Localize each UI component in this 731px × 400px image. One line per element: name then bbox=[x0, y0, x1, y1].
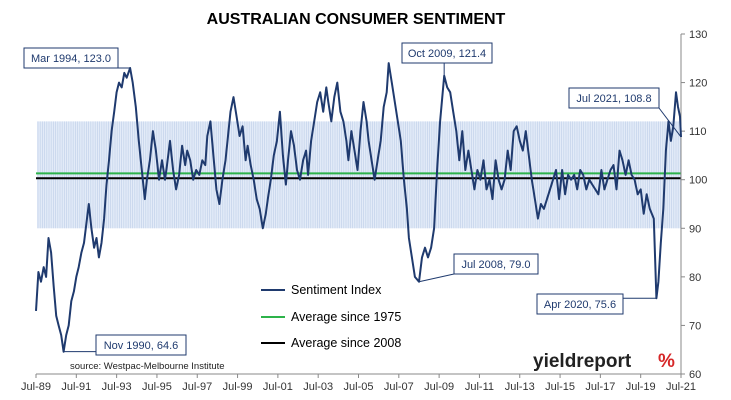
sentiment-index-line bbox=[35, 62, 682, 353]
annotation-box bbox=[453, 253, 539, 275]
x-tick-label: Jul-17 bbox=[585, 381, 615, 393]
x-tick-label: Jul-13 bbox=[505, 381, 535, 393]
annotation-label: Jul 2008, 79.0 bbox=[461, 259, 530, 271]
brand-percent-mark: % bbox=[658, 351, 675, 372]
legend-label: Average since 2008 bbox=[291, 336, 401, 350]
annotation-label: Apr 2020, 75.6 bbox=[544, 299, 616, 311]
y-tick-label: 60 bbox=[689, 369, 701, 381]
x-tick-label: Jul-03 bbox=[303, 381, 333, 393]
x-tick-label: Jul-09 bbox=[424, 381, 454, 393]
axes: 60 70 80 90 100 110 120 130 Jul-89 Jul-91 Jul-93 Ju… bbox=[21, 29, 707, 393]
annotation-callout: Jul 2021, 108.8 bbox=[568, 87, 682, 138]
annotation-callout: Mar 1994, 123.0 bbox=[23, 47, 131, 69]
legend-label: Sentiment Index bbox=[291, 283, 382, 297]
annotations: Mar 1994, 123.0 Oct 2009, 121.4 Jul 2021, … bbox=[23, 42, 682, 356]
annotation-label: Jul 2021, 108.8 bbox=[576, 93, 651, 105]
y-tick-label: 80 bbox=[689, 272, 701, 284]
annotation-callout: Apr 2020, 75.6 bbox=[536, 293, 657, 315]
annotation-label: Mar 1994, 123.0 bbox=[31, 53, 111, 65]
series-layer bbox=[35, 62, 682, 353]
y-tick-label: 120 bbox=[689, 78, 707, 90]
annotation-box bbox=[568, 87, 660, 109]
annotation-box bbox=[95, 334, 187, 356]
annotation-label: Oct 2009, 121.4 bbox=[408, 48, 486, 60]
x-tick-label: Jul-19 bbox=[626, 381, 656, 393]
yieldreport-logo: yieldreport % bbox=[533, 351, 675, 372]
brand-text: yieldreport bbox=[533, 351, 632, 372]
legend: Sentiment Index Average since 1975 Average… bbox=[261, 283, 401, 350]
annotation-callout: Oct 2009, 121.4 bbox=[401, 42, 493, 76]
source-note: source: Westpac-Melbourne Institute bbox=[70, 361, 225, 372]
x-tick-label: Jul-11 bbox=[465, 381, 494, 393]
x-tick-label: Jul-95 bbox=[142, 381, 172, 393]
annotation-callout: Jul 2008, 79.0 bbox=[418, 253, 539, 283]
x-tick-label: Jul-21 bbox=[666, 381, 696, 393]
x-tick-label: Jul-91 bbox=[61, 381, 91, 393]
y-tick-label: 130 bbox=[689, 29, 707, 41]
x-tick-label: Jul-07 bbox=[384, 381, 414, 393]
x-tick-label: Jul-01 bbox=[263, 381, 293, 393]
x-tick-label: Jul-97 bbox=[182, 381, 212, 393]
x-tick-label: Jul-15 bbox=[545, 381, 575, 393]
y-tick-label: 100 bbox=[689, 175, 707, 187]
annotation-callout: Nov 1990, 64.6 bbox=[63, 334, 187, 356]
x-tick-label: Jul-89 bbox=[21, 381, 51, 393]
annotation-leader bbox=[418, 273, 455, 283]
annotation-box bbox=[536, 293, 624, 315]
legend-label: Average since 1975 bbox=[291, 310, 401, 324]
y-tick-label: 110 bbox=[689, 126, 707, 138]
chart-title: AUSTRALIAN CONSUMER SENTIMENT bbox=[207, 11, 506, 28]
annotation-box bbox=[401, 42, 493, 64]
x-tick-label: Jul-99 bbox=[223, 381, 253, 393]
y-tick-label: 90 bbox=[689, 223, 701, 235]
annotation-leader bbox=[658, 107, 682, 138]
range-band bbox=[37, 121, 681, 229]
annotation-box bbox=[23, 47, 119, 69]
y-tick-label: 70 bbox=[689, 320, 701, 332]
x-tick-label: Jul-93 bbox=[102, 381, 132, 393]
x-tick-label: Jul-05 bbox=[344, 381, 374, 393]
annotation-label: Nov 1990, 64.6 bbox=[104, 340, 179, 352]
